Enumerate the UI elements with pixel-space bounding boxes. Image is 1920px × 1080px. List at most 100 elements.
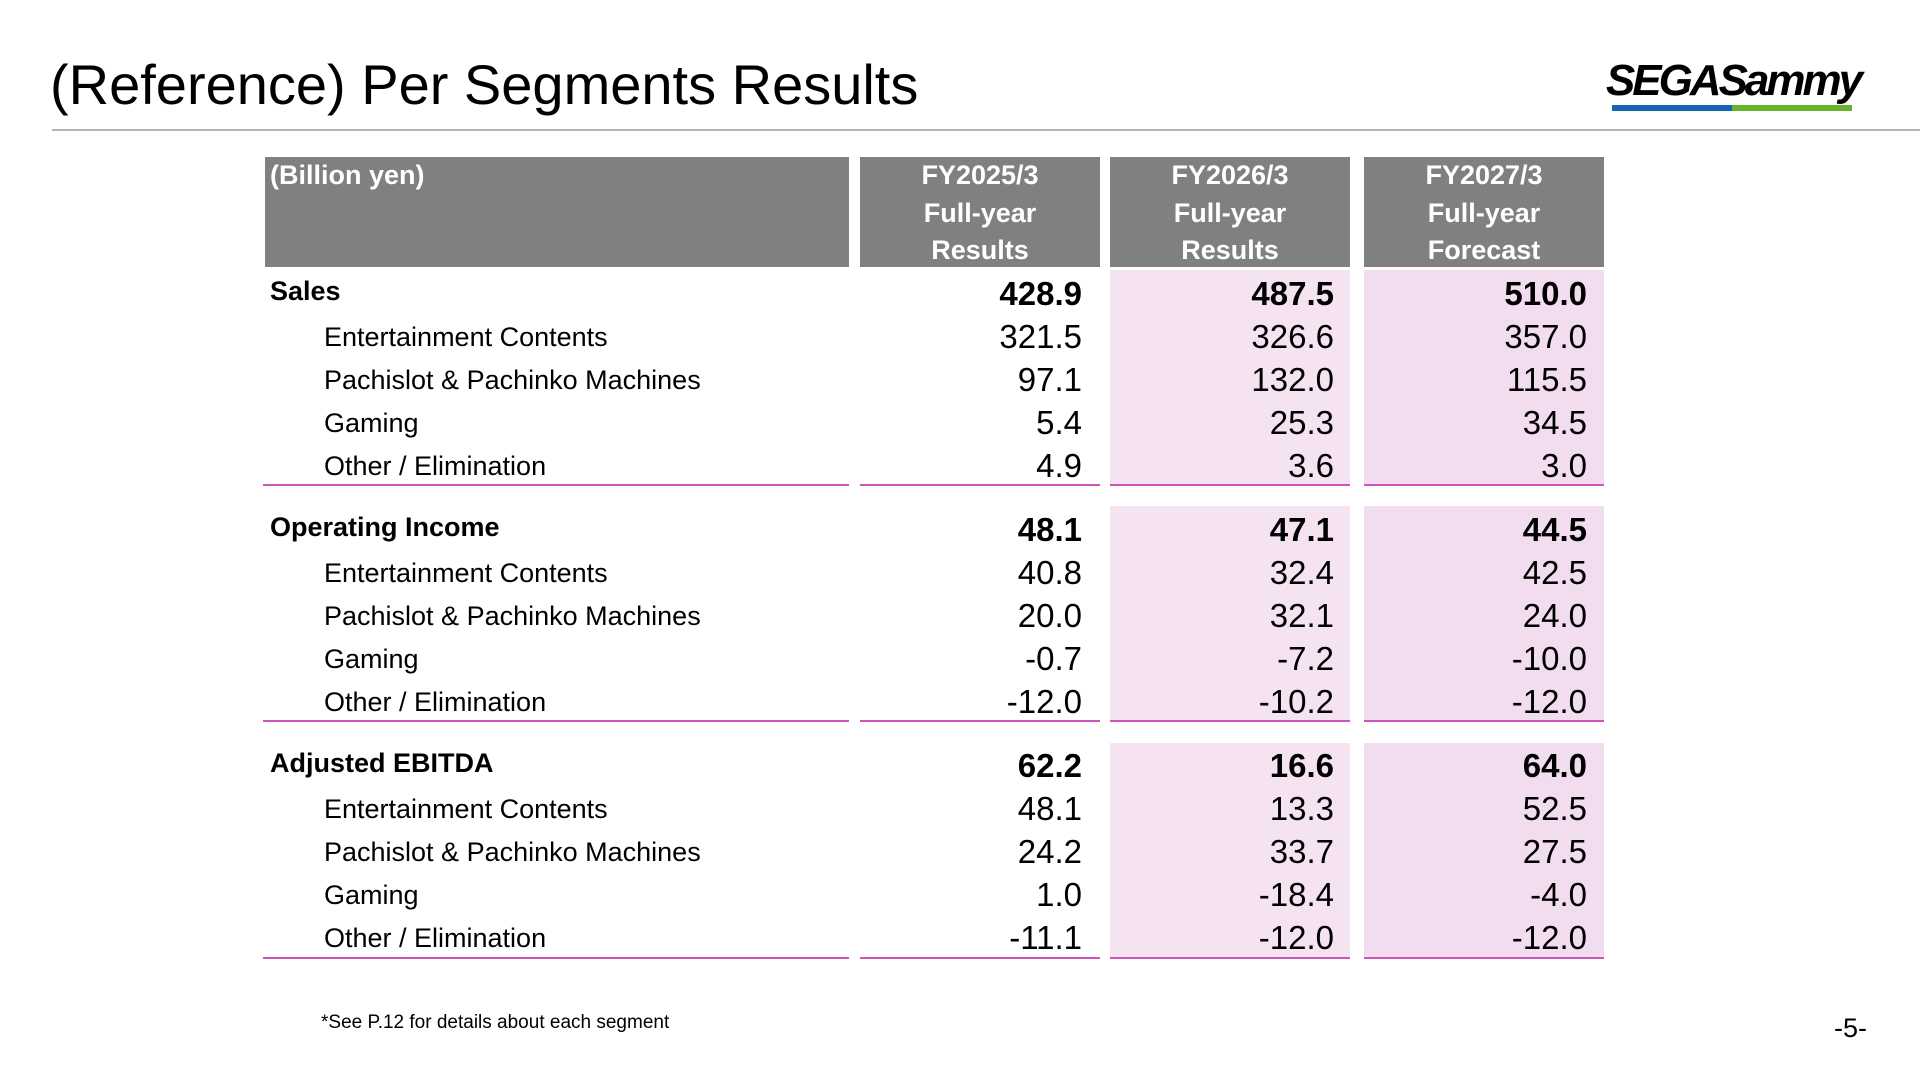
logo-blue-stripe	[1612, 105, 1732, 111]
logo-wordmark: SEGASammy	[1605, 56, 1863, 105]
row-label: Entertainment Contents	[324, 794, 608, 824]
section-divider	[1110, 484, 1350, 486]
table-cell: 321.5	[999, 318, 1082, 355]
sega-sammy-logo: SEGASammy	[1598, 56, 1868, 116]
table-cell: 510.0	[1504, 275, 1587, 312]
column-header-line: Results	[931, 235, 1029, 265]
table-cell: -12.0	[1511, 683, 1587, 720]
forecast-column-tint	[1364, 506, 1604, 720]
table-cell: 5.4	[1036, 404, 1082, 441]
table-cell: -4.0	[1530, 876, 1587, 913]
row-label: Other / Elimination	[324, 451, 547, 481]
row-label: Gaming	[324, 408, 419, 438]
column-header-line: Full-year	[923, 197, 1037, 228]
column-tint	[1110, 506, 1350, 720]
table-cell: -12.0	[1006, 683, 1082, 720]
row-label: Entertainment Contents	[324, 322, 608, 352]
table-cell: 25.3	[1269, 404, 1334, 441]
table-cell: 32.1	[1269, 597, 1334, 634]
row-label: Other / Elimination	[324, 923, 547, 953]
table-cell: 132.0	[1251, 361, 1334, 398]
table-cell: 62.2	[1017, 747, 1082, 784]
table-cell: 487.5	[1251, 275, 1334, 312]
table-cell: 3.6	[1288, 447, 1334, 484]
row-label: Gaming	[324, 644, 419, 674]
section-divider	[860, 720, 1100, 722]
unit-label: (Billion yen)	[270, 160, 425, 190]
table-cell: 33.7	[1269, 833, 1334, 870]
table-cell: 115.5	[1506, 361, 1587, 398]
column-header-line: FY2026/3	[1171, 160, 1289, 190]
column-header-line: Forecast	[1427, 235, 1541, 265]
column-header-fy2027: FY2027/3 Full-year Forecast	[1364, 157, 1604, 267]
section-divider	[1110, 957, 1350, 959]
section-title-adjusted-ebitda: Adjusted EBITDA	[270, 748, 494, 778]
table-cell: 32.4	[1269, 554, 1334, 591]
row-label: Pachislot & Pachinko Machines	[324, 601, 701, 631]
table-cell: 428.9	[999, 275, 1082, 312]
column-header-line: Full-year	[1173, 197, 1287, 228]
section-title-operating-income: Operating Income	[270, 512, 500, 542]
table-cell: -10.2	[1258, 683, 1334, 720]
table-cell: 40.8	[1017, 554, 1082, 591]
footnote: *See P.12 for details about each segment	[321, 1012, 670, 1033]
column-header-fy2025: FY2025/3 Full-year Results	[860, 157, 1100, 267]
table-cell: 97.1	[1017, 361, 1082, 398]
section-divider	[860, 957, 1100, 959]
table-cell: 20.0	[1017, 597, 1082, 634]
table-cell: -12.0	[1511, 919, 1587, 956]
table-cell: 27.5	[1522, 833, 1587, 870]
section-divider	[860, 484, 1100, 486]
table-cell: 44.5	[1522, 511, 1587, 548]
section-divider	[1364, 484, 1604, 486]
table-cell: 326.6	[1251, 318, 1334, 355]
table-cell: 64.0	[1522, 747, 1587, 784]
column-tint	[1110, 743, 1350, 957]
section-title-sales: Sales	[270, 276, 341, 306]
column-header-line: Full-year	[1427, 197, 1541, 228]
table-cell: 3.0	[1541, 447, 1587, 484]
table-cell: 52.5	[1522, 790, 1587, 827]
section-divider	[1364, 720, 1604, 722]
column-tint	[1110, 270, 1350, 484]
page-title: (Reference) Per Segments Results	[50, 53, 919, 116]
table-cell: -0.7	[1025, 640, 1082, 677]
table-cell: 1.0	[1036, 876, 1082, 913]
table-cell: 42.5	[1522, 554, 1587, 591]
table-cell: -12.0	[1258, 919, 1334, 956]
table-cell: 24.0	[1522, 597, 1587, 634]
table-cell: -11.1	[1009, 919, 1082, 956]
column-header-line: Results	[1181, 235, 1279, 265]
table-cell: -10.0	[1511, 640, 1587, 677]
row-label: Other / Elimination	[324, 687, 547, 717]
table-cell: 48.1	[1017, 790, 1082, 827]
forecast-column-tint	[1364, 270, 1604, 484]
table-cell: 24.2	[1017, 833, 1082, 870]
section-divider	[263, 484, 849, 486]
page-number: -5-	[1834, 1013, 1867, 1043]
row-label: Entertainment Contents	[324, 558, 608, 588]
section-divider	[263, 720, 849, 722]
column-header-fy2026: FY2026/3 Full-year Results	[1110, 157, 1350, 267]
row-label: Gaming	[324, 880, 419, 910]
table-cell: -18.4	[1258, 876, 1334, 913]
section-divider	[1110, 720, 1350, 722]
row-label: Pachislot & Pachinko Machines	[324, 837, 701, 867]
section-divider	[263, 957, 849, 959]
unit-header-cell: (Billion yen)	[265, 157, 849, 267]
forecast-column-tint	[1364, 743, 1604, 957]
row-label: Pachislot & Pachinko Machines	[324, 365, 701, 395]
section-divider	[1364, 957, 1604, 959]
title-divider	[52, 129, 1920, 131]
table-cell: 4.9	[1036, 447, 1082, 484]
table-cell: 48.1	[1017, 511, 1082, 548]
column-header-line: FY2027/3	[1425, 160, 1543, 190]
table-cell: 13.3	[1269, 790, 1334, 827]
table-cell: 357.0	[1504, 318, 1587, 355]
table-cell: 47.1	[1269, 511, 1334, 548]
table-cell: 16.6	[1269, 747, 1334, 784]
logo-green-stripe	[1732, 105, 1852, 111]
column-header-line: FY2025/3	[921, 160, 1039, 190]
table-cell: -7.2	[1277, 640, 1334, 677]
table-cell: 34.5	[1522, 404, 1587, 441]
